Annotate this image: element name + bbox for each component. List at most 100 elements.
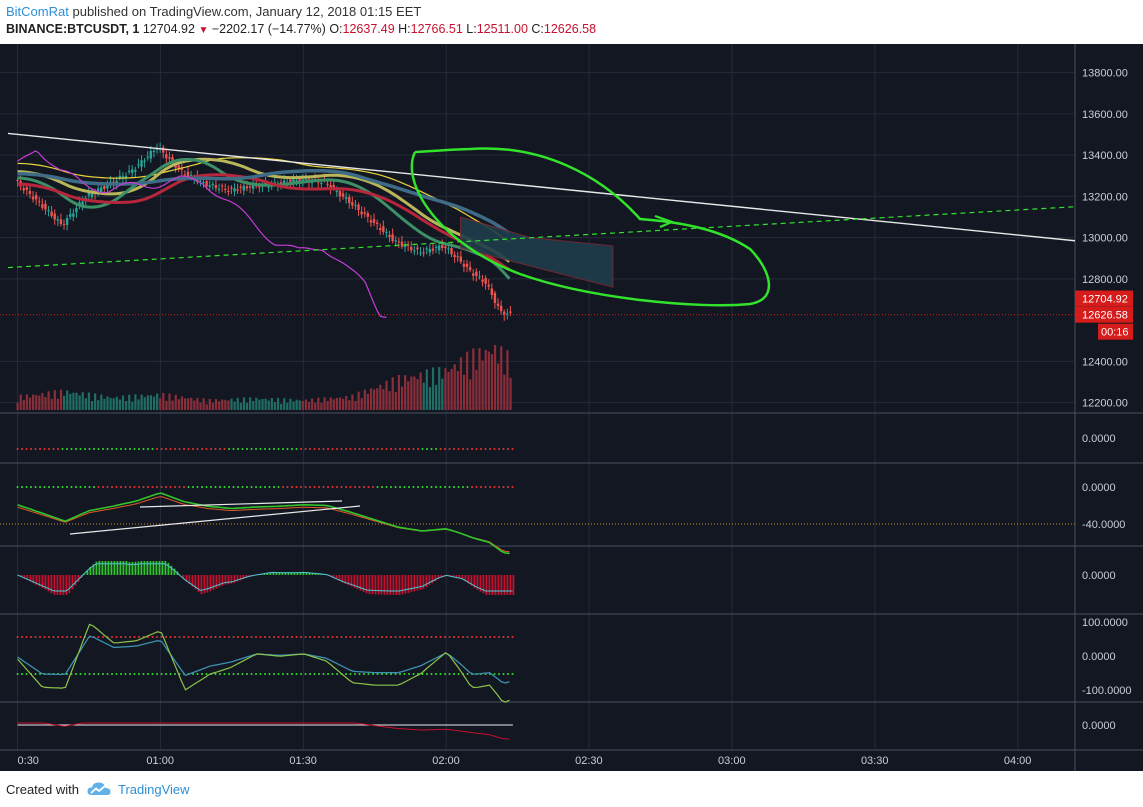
candle-body — [28, 190, 32, 194]
chart-area[interactable]: 13800.00 13600.00 13400.00 13200.00 13000.00… — [0, 44, 1143, 771]
volume-bar — [438, 367, 441, 410]
macd-bar — [428, 575, 431, 586]
macd-bar — [233, 575, 236, 583]
macd-bar — [392, 575, 395, 595]
signal-dot — [219, 448, 222, 450]
price-tick-label: 12400.00 — [1082, 356, 1128, 368]
signal-dot — [30, 636, 33, 638]
volume-bar — [165, 400, 168, 410]
signal-dot — [264, 673, 267, 675]
descending-trendline[interactable] — [7, 132, 1076, 242]
signal-dot — [453, 636, 456, 638]
volume-bar — [490, 354, 494, 410]
oscillator-trendline[interactable] — [69, 505, 361, 535]
signal-dot — [142, 673, 145, 675]
signal-dot — [106, 486, 109, 488]
signal-dot — [111, 673, 114, 675]
candle-body — [131, 169, 134, 173]
macd-bar — [437, 575, 440, 580]
macd-bar — [230, 575, 233, 584]
volume-bar — [159, 398, 162, 410]
author-link[interactable]: BitComRat — [6, 4, 69, 19]
signal-dot — [165, 673, 168, 675]
macd-bar — [368, 575, 371, 595]
signal-dot — [124, 448, 127, 450]
macd-bar — [356, 575, 359, 590]
signal-dot — [327, 636, 330, 638]
macd-bar — [113, 561, 116, 575]
volume-bar — [162, 392, 165, 410]
signal-dot — [205, 636, 208, 638]
macd-bar — [266, 572, 269, 575]
volume-bar — [509, 377, 512, 410]
volume-bar — [497, 363, 500, 410]
candles — [16, 142, 512, 321]
signal-dot — [88, 486, 91, 488]
candle-body — [295, 180, 298, 182]
tradingview-link[interactable]: TradingView — [118, 782, 190, 797]
macd-bar — [164, 561, 167, 575]
tradingview-cloud-icon[interactable] — [86, 780, 112, 798]
volume-bar — [41, 393, 44, 410]
candle-body — [127, 170, 131, 172]
signal-dot — [129, 448, 132, 450]
ascending-dashed-trendline[interactable] — [7, 206, 1076, 269]
volume-bar — [177, 399, 180, 410]
chart-canvas[interactable]: 13800.00 13600.00 13400.00 13200.00 13000.00… — [0, 44, 1143, 771]
volume-bar — [416, 379, 419, 410]
candle-body — [202, 181, 205, 183]
time-tick-label: 02:00 — [432, 755, 460, 767]
volume-bar — [314, 402, 317, 410]
annotation-ellipse[interactable] — [410, 147, 770, 307]
oscillator-trendline[interactable] — [139, 500, 343, 508]
signal-dot — [39, 636, 42, 638]
signal-dot — [25, 673, 28, 675]
signal-dot — [340, 448, 343, 450]
volume-bar — [140, 394, 143, 410]
candle-body — [81, 201, 84, 207]
candle-body — [180, 167, 184, 170]
signal-dots — [16, 448, 514, 675]
candle-body — [189, 174, 193, 176]
annotation-arrow[interactable] — [654, 214, 676, 229]
last-price-tag-text: 12704.92 — [1082, 294, 1128, 306]
signal-dot — [426, 673, 429, 675]
signal-dot — [412, 486, 415, 488]
volume-bar — [459, 357, 463, 410]
signal-dot — [457, 486, 460, 488]
signal-dot — [412, 673, 415, 675]
signal-dot — [102, 448, 105, 450]
macd-bar — [377, 575, 380, 595]
signal-dot — [43, 636, 46, 638]
volume-bar — [214, 399, 218, 410]
signal-dot — [390, 486, 393, 488]
volume-bar — [50, 398, 53, 410]
signal-dot — [111, 448, 114, 450]
volume-bar — [249, 397, 252, 410]
signal-dot — [291, 448, 294, 450]
signal-dot — [421, 636, 424, 638]
macd-bar — [308, 572, 311, 575]
candle-body — [416, 247, 419, 250]
macd-bar — [422, 575, 425, 590]
signal-dot — [475, 636, 478, 638]
signal-dot — [354, 448, 357, 450]
candle-body — [403, 245, 407, 248]
signal-dot — [57, 448, 60, 450]
volume-bar — [267, 400, 270, 410]
volume-bar — [431, 367, 435, 410]
candle-body — [162, 147, 165, 153]
created-with-text: Created with — [6, 782, 79, 797]
candle-body — [100, 187, 103, 192]
signal-dot — [48, 486, 51, 488]
volume-bar — [462, 374, 466, 410]
volume-bar — [289, 398, 292, 410]
macd-bar — [38, 575, 41, 587]
signal-dot — [484, 636, 487, 638]
signal-dot — [84, 448, 87, 450]
signal-dot — [376, 673, 379, 675]
time-tick-label: 04:00 — [1004, 755, 1032, 767]
signal-dot — [84, 673, 87, 675]
volume-bar — [199, 402, 202, 410]
signal-dot — [187, 448, 190, 450]
